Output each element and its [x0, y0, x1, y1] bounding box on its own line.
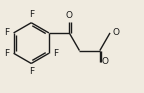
Text: O: O [66, 11, 73, 20]
Text: F: F [29, 10, 34, 19]
Text: F: F [5, 49, 10, 58]
Text: F: F [53, 49, 58, 58]
Text: O: O [102, 57, 109, 66]
Text: F: F [5, 28, 10, 37]
Text: F: F [29, 67, 34, 76]
Text: O: O [112, 28, 119, 37]
